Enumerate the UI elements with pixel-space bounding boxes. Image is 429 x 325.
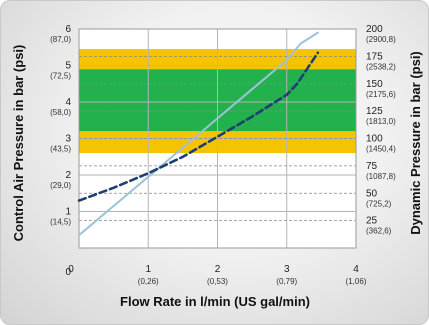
y2-tick-label: 50 [366,188,378,199]
y-tick-label: 3 [65,134,71,145]
x-tick-sublabel: (0,79) [276,277,297,286]
y2-tick-label: 75 [366,161,378,172]
y-tick-label: 5 [65,61,71,72]
y2-tick-label: 200 [366,24,383,35]
y-tick-sublabel: (72,5) [50,72,71,81]
x-axis-title: Flow Rate in l/min (US gal/min) [120,294,310,309]
y-tick-sublabel: (29,0) [50,181,71,190]
series-line-1 [77,51,320,202]
y2-tick-sublabel: (2900,8) [366,35,396,44]
y-tick-label: 1 [65,207,71,218]
grid-layer [78,28,357,249]
y2-tick-sublabel: (362,6) [366,227,392,236]
y-tick-label: 2 [65,170,71,181]
y2-tick-label: 100 [366,134,383,145]
ticks-layer: 0 1(0,26)2(0,53)3(0,79)4(1,06)01(14,5)2(2… [50,24,396,286]
y2-tick-sublabel: (1813,0) [366,117,396,126]
series-line-0 [78,31,319,237]
y-tick-label: 6 [65,24,71,35]
x-tick-sublabel: (0,53) [207,277,228,286]
x-tick-label: 3 [284,264,290,275]
y-tick-sublabel: (58,0) [50,108,71,117]
y-axis-title: Control Air Pressure in bar (psi) [11,45,26,242]
y2-tick-sublabel: (2538,2) [366,62,396,71]
y-tick-sublabel: (14,5) [50,218,71,227]
x-tick-sublabel: (0,26) [138,277,159,286]
y-tick-sublabel: (87,0) [50,35,71,44]
y2-tick-sublabel: (1450,4) [366,145,396,154]
x-tick-label: 4 [353,264,359,275]
y2-tick-label: 150 [366,79,383,90]
y2-tick-label: 175 [366,51,383,62]
x-tick-label: 0 [68,264,74,275]
y2-axis-title: Dynamic Pressure in bar (psi) [408,51,423,235]
series-layer [77,31,320,237]
plot-border [78,28,357,249]
y2-tick-sublabel: (2175,6) [366,90,396,99]
y2-tick-label: 25 [366,216,378,227]
x-tick-sublabel: (1,06) [346,277,367,286]
y-tick-sublabel: (43,5) [50,145,71,154]
x-tick-label: 2 [215,264,221,275]
y2-tick-sublabel: (1087,8) [366,172,396,181]
y2-tick-label: 125 [366,106,383,117]
y-tick-label: 4 [65,97,71,108]
x-tick-label: 1 [145,264,151,275]
y2-tick-sublabel: (725,2) [366,199,392,208]
y-tick-label: 0 [65,267,71,278]
